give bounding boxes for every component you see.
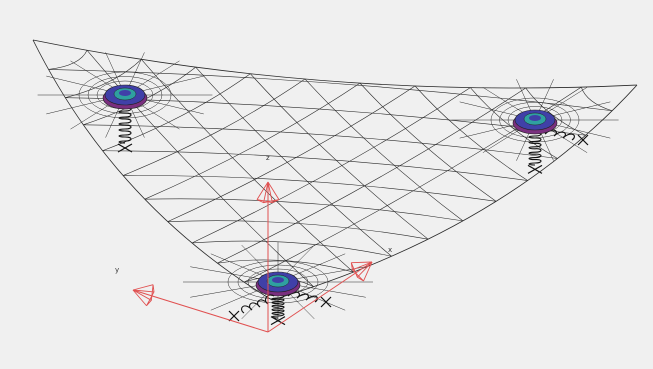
mesh-lines [48, 50, 613, 287]
support-group [102, 84, 589, 326]
spring-support-icon [527, 126, 589, 174]
x-axis-label: x [388, 246, 392, 254]
bearing-pad-icon [512, 109, 558, 135]
y-axis-arrow-icon [132, 284, 155, 307]
spring-support-icon [228, 294, 275, 322]
global-axis-triad: x y z [115, 154, 392, 333]
triangular-shell-mesh [32, 39, 638, 322]
support-top-right[interactable] [512, 109, 589, 174]
x-axis-line [267, 261, 373, 333]
support-top-left[interactable] [102, 84, 148, 153]
x-axis-arrow-icon [350, 261, 373, 282]
z-axis-arrow-icon [256, 181, 280, 204]
y-axis-line [132, 289, 269, 333]
y-axis-label: y [115, 266, 119, 274]
bearing-pad-icon [102, 84, 148, 110]
z-axis-label: z [266, 154, 270, 162]
bearing-pad-icon [255, 271, 301, 297]
spring-support-icon [117, 102, 133, 153]
